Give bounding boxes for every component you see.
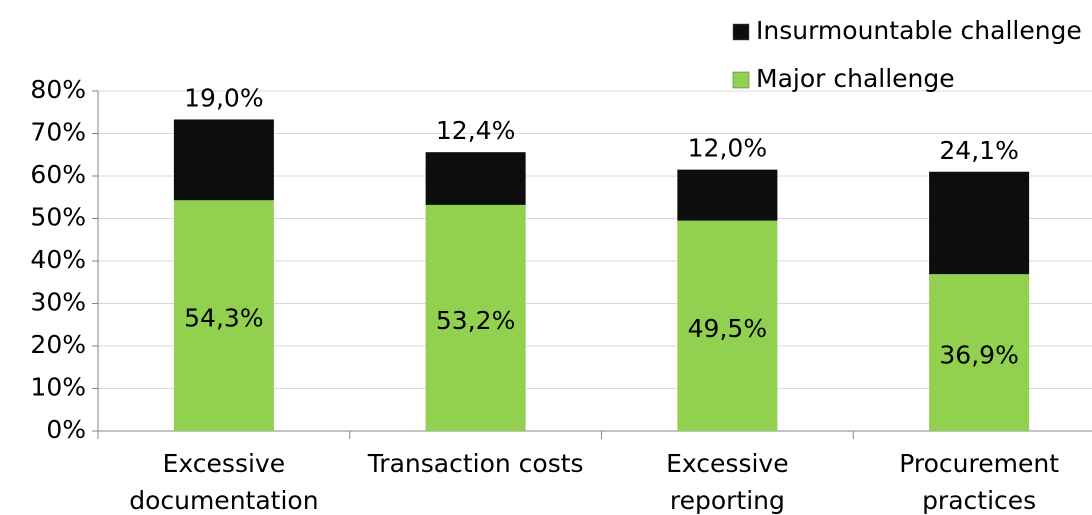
- x-tick-label: Excessive documentation: [129, 449, 318, 515]
- data-label: 53,2%: [436, 306, 515, 335]
- x-tick-label: Excessive reporting: [666, 449, 788, 515]
- bar-segment: [677, 169, 778, 221]
- bar-segment: [425, 204, 526, 431]
- x-tick-label: Transaction costs: [367, 449, 584, 478]
- bar-segment: [929, 171, 1030, 275]
- legend-label: Insurmountable challenge: [756, 16, 1082, 45]
- bar-segment: [929, 274, 1030, 431]
- data-label: 12,0%: [688, 134, 767, 163]
- y-tick-label: 50%: [30, 203, 86, 232]
- x-tick-label-line: reporting: [670, 486, 785, 515]
- x-tick-label-line: Procurement: [899, 449, 1059, 478]
- data-label: 12,4%: [436, 116, 515, 145]
- data-label: 36,9%: [939, 341, 1018, 370]
- bar-segment: [173, 119, 274, 201]
- y-tick-label: 20%: [30, 330, 86, 359]
- y-tick-label: 70%: [30, 118, 86, 147]
- x-tick-label: Procurement practices: [899, 449, 1059, 515]
- data-label: 19,0%: [184, 83, 263, 112]
- x-tick-label-line: documentation: [129, 486, 318, 515]
- y-tick-label: 0%: [46, 415, 86, 444]
- bar-segment: [677, 220, 778, 431]
- bar-segment: [173, 200, 274, 431]
- data-label: 49,5%: [688, 314, 767, 343]
- legend-swatch: [732, 23, 750, 41]
- x-tick-label-line: practices: [922, 486, 1036, 515]
- legend-label: Major challenge: [756, 64, 955, 93]
- y-tick-label: 60%: [30, 160, 86, 189]
- legend-swatch: [732, 71, 750, 89]
- y-tick-label: 80%: [30, 75, 86, 104]
- y-tick-label: 10%: [30, 373, 86, 402]
- x-tick-label-line: Excessive: [666, 449, 788, 478]
- y-tick-label: 30%: [30, 288, 86, 317]
- bar-segment: [425, 152, 526, 205]
- y-tick-label: 40%: [30, 245, 86, 274]
- data-label: 54,3%: [184, 304, 263, 333]
- x-tick-label-line: Transaction costs: [367, 449, 584, 478]
- x-tick-label-line: Excessive: [163, 449, 285, 478]
- data-label: 24,1%: [939, 136, 1018, 165]
